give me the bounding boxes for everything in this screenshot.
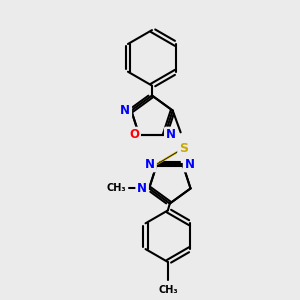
Text: CH₃: CH₃ bbox=[107, 183, 126, 194]
Text: N: N bbox=[184, 158, 195, 171]
Text: S: S bbox=[179, 142, 188, 155]
Text: N: N bbox=[137, 182, 147, 195]
Text: N: N bbox=[166, 128, 176, 141]
Text: N: N bbox=[145, 158, 155, 171]
Text: N: N bbox=[120, 104, 130, 117]
Text: CH₃: CH₃ bbox=[158, 285, 178, 295]
Text: O: O bbox=[129, 128, 139, 141]
